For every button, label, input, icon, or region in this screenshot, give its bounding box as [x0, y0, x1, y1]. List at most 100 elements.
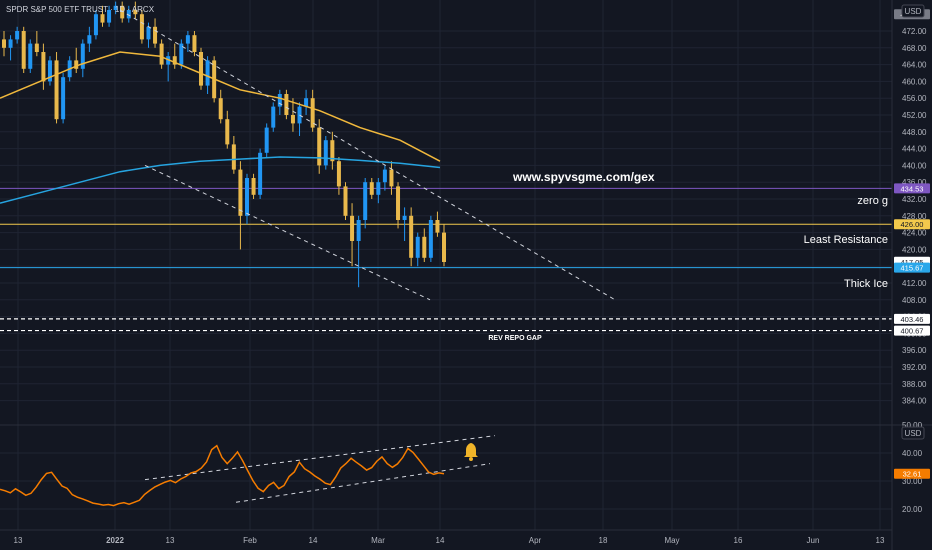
price-label-box: [894, 219, 930, 230]
candle-body: [2, 39, 6, 48]
candle-body: [15, 31, 20, 40]
candle-body: [47, 60, 52, 82]
candle-body: [409, 215, 414, 258]
currency-label-lower: USD: [905, 429, 922, 438]
bell-icon[interactable]: [464, 443, 478, 461]
price-label-text: 417.05: [901, 258, 924, 267]
price-tick-label: 428.00: [902, 212, 927, 221]
time-tick-label: May: [664, 536, 679, 545]
price-label-box: [894, 183, 930, 194]
price-label-text: 434.53: [901, 184, 924, 193]
candle-body: [218, 98, 223, 120]
currency-button-lower[interactable]: [901, 426, 925, 440]
time-tick-label: Mar: [371, 536, 385, 545]
time-tick-label: 13: [14, 536, 23, 545]
price-tick-label: 468.00: [902, 44, 927, 53]
price-tick-label: 444.00: [902, 145, 927, 154]
horizontal-levels: [0, 187, 892, 269]
oscillator-line: [0, 444, 445, 507]
candle-body: [402, 215, 407, 220]
candle-body: [317, 127, 322, 166]
price-label-box: [894, 325, 930, 336]
candle-body: [172, 56, 177, 65]
price-tick-label: 408.00: [902, 296, 927, 305]
candle-body: [153, 26, 158, 44]
candle-body: [159, 43, 164, 65]
time-tick-label: Apr: [529, 536, 542, 545]
time-tick-label: Jun: [807, 536, 820, 545]
price-label-text: 400.67: [901, 327, 924, 336]
candle-body: [34, 43, 39, 52]
thick-ice-label: Thick Ice: [844, 278, 888, 290]
moving-average-line: [0, 156, 441, 204]
price-tick-label: 472.00: [902, 27, 927, 36]
price-tick-label: 384.00: [902, 397, 927, 406]
candle-body: [238, 169, 243, 216]
candle-body: [258, 152, 263, 195]
candle-body: [251, 178, 256, 195]
oscillator-channel: [144, 435, 496, 503]
candle-body: [107, 10, 112, 23]
candle-body: [428, 220, 433, 258]
time-tick-label: 14: [309, 536, 318, 545]
candle-body: [271, 106, 276, 128]
candle-body: [74, 60, 79, 69]
candle-body: [120, 5, 125, 19]
zero-g-label: zero g: [857, 195, 888, 207]
rev-repo-gap-lines: [0, 318, 892, 332]
time-tick-label: 2022: [106, 536, 124, 545]
currency-button[interactable]: [901, 4, 925, 18]
price-tick-label: 460.00: [902, 77, 927, 86]
price-tick-label: 432.00: [902, 195, 927, 204]
candle-body: [231, 144, 236, 170]
indicator-value-text: 32.61: [903, 470, 922, 479]
symbol-title: SPDR S&P 500 ETF TRUST · 1D · ARCX: [6, 5, 155, 14]
price-label-box: [894, 313, 930, 324]
time-tick-label: 14: [436, 536, 445, 545]
time-tick-label: 13: [166, 536, 175, 545]
candle-body: [442, 232, 446, 262]
candle-body: [93, 14, 98, 36]
price-axis-ticks: 472.00 468.00 464.00 460.00 456.00 452.00 448.…: [902, 27, 927, 406]
candle-body: [21, 31, 26, 69]
indicator-axis-ticks: 50.00 40.00 30.00 20.00: [902, 421, 923, 514]
candle-body: [179, 43, 184, 65]
time-tick-label: Feb: [243, 536, 257, 545]
channel-line: [144, 435, 496, 481]
candle-body: [146, 26, 151, 40]
moving-average-lines: [0, 51, 441, 204]
channel-line: [235, 463, 491, 503]
candle-body: [244, 178, 249, 216]
candle-body: [80, 43, 85, 69]
candle-body: [290, 115, 295, 124]
main-pane[interactable]: [0, 0, 892, 530]
indicator-pane[interactable]: [0, 424, 932, 507]
candle-body: [415, 236, 420, 258]
price-label-text: 426.00: [901, 220, 924, 229]
candle-body: [369, 182, 374, 195]
candle-body: [139, 14, 144, 40]
indicator-value-box: [894, 468, 930, 479]
candle-body: [336, 161, 341, 187]
moving-average-line: [0, 51, 441, 162]
candle-body: [376, 182, 381, 195]
price-label-box: [894, 262, 930, 273]
price-tick-label: 392.00: [902, 363, 927, 372]
candle-body: [422, 236, 427, 258]
time-axis-ticks: 13 2022 13 Feb 14 Mar 14 Apr 18 May 16 Jun 13: [14, 536, 885, 545]
price-tick-label: 388.00: [902, 380, 927, 389]
price-tick-label: 464.00: [902, 61, 927, 70]
indicator-tick-label: 30.00: [902, 477, 923, 486]
candle-body: [310, 98, 315, 128]
candle-body: [185, 35, 190, 44]
candle-body: [199, 52, 204, 86]
time-tick-label: 16: [734, 536, 743, 545]
price-axis[interactable]: 472.00 468.00 464.00 460.00 456.00 452.00 448.…: [891, 0, 930, 550]
candle-body: [54, 60, 59, 120]
candle-body: [205, 60, 210, 86]
time-axis[interactable]: 13 2022 13 Feb 14 Mar 14 Apr 18 May 16 Jun 13: [0, 529, 892, 545]
indicator-tick-label: 40.00: [902, 449, 923, 458]
price-tick-label: 420.00: [902, 245, 927, 254]
